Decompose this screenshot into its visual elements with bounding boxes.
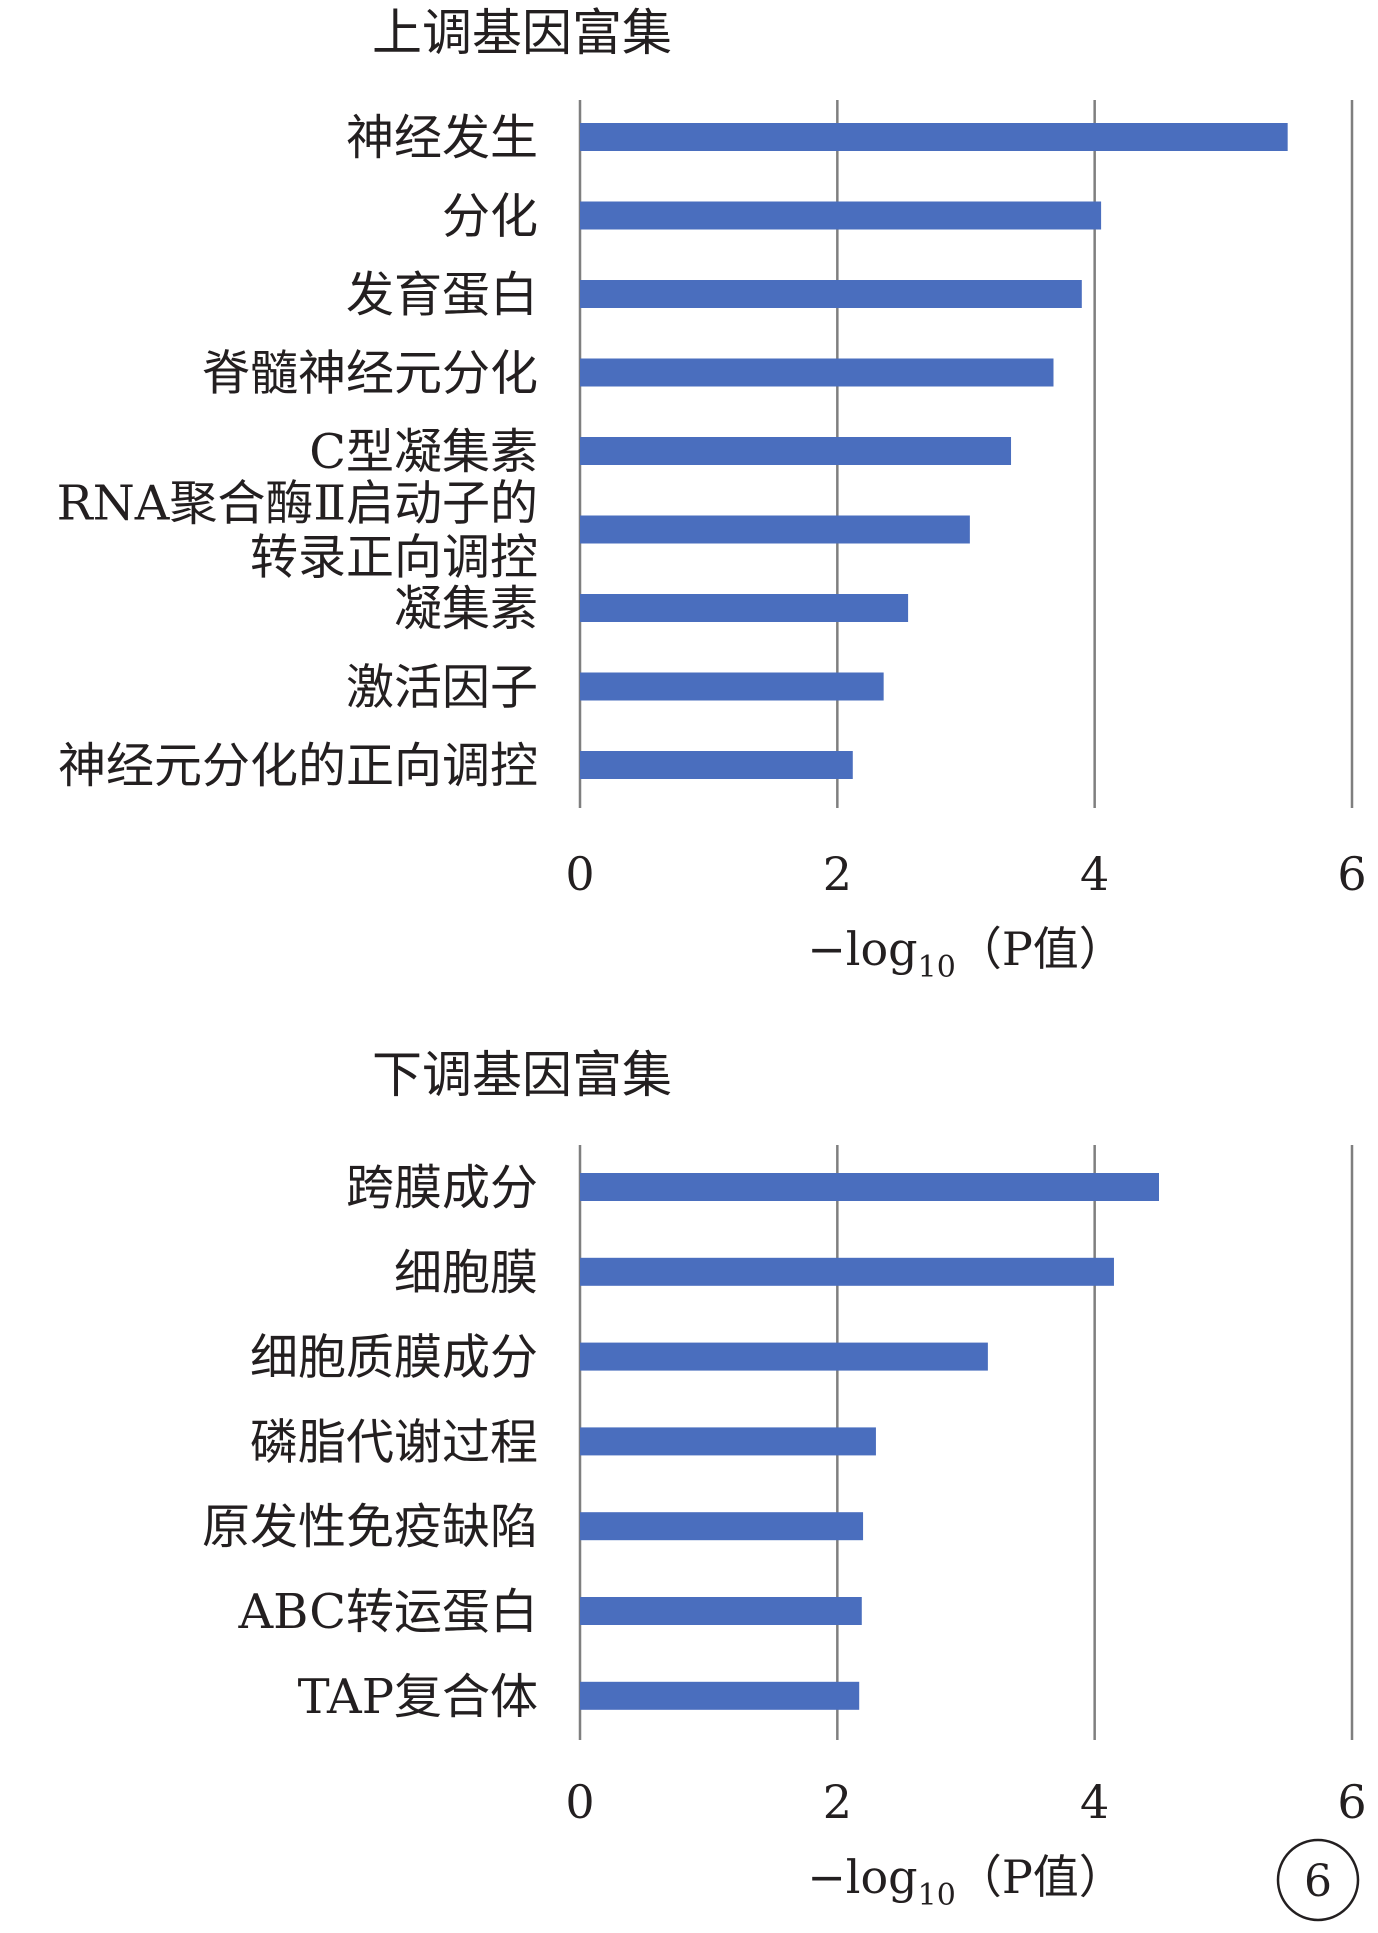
- chart-title: 上调基因富集: [372, 4, 672, 62]
- category-label-6-line-2: 转录正向调控: [250, 530, 538, 586]
- category-label-9: 神经元分化的正向调控: [58, 738, 538, 794]
- x-tick-label-6: 6: [1337, 1775, 1366, 1829]
- category-label-1: 跨膜成分: [346, 1160, 538, 1216]
- category-label-4: 磷脂代谢过程: [250, 1414, 538, 1470]
- bar-1: [580, 123, 1288, 151]
- x-tick-label-0: 0: [565, 1775, 594, 1829]
- bar-7: [580, 594, 909, 622]
- bar-2: [580, 1257, 1114, 1286]
- bar-9: [580, 751, 853, 779]
- x-axis-label-subscript: 10: [918, 1878, 956, 1913]
- chart-title: 下调基因富集: [372, 1046, 672, 1104]
- bar-2: [580, 201, 1102, 230]
- bar-3: [580, 1342, 988, 1371]
- bar-1: [580, 1173, 1159, 1201]
- x-axis-label-prefix: −log: [807, 922, 917, 976]
- x-tick-label-4: 4: [1080, 1775, 1109, 1829]
- x-axis-label-suffix: （P值）: [956, 922, 1125, 976]
- x-axis-label-subscript: 10: [918, 950, 956, 985]
- category-label-5: C型凝集素: [309, 424, 538, 480]
- x-tick-label-0: 0: [565, 847, 594, 901]
- bar-8: [580, 672, 884, 701]
- bar-4: [580, 358, 1054, 387]
- category-label-8: 激活因子: [346, 660, 538, 716]
- bar-6: [580, 1597, 862, 1625]
- category-label-3: 细胞质膜成分: [250, 1330, 538, 1386]
- x-axis-label: −log10（P值）: [807, 1850, 1125, 1913]
- category-label-3: 发育蛋白: [346, 267, 538, 323]
- x-tick-label-4: 4: [1080, 847, 1109, 901]
- category-label-2: 分化: [442, 189, 538, 245]
- x-tick-label-6: 6: [1337, 847, 1366, 901]
- panel-id-badge: 6: [1276, 1838, 1360, 1922]
- category-label-7: TAP复合体: [298, 1669, 538, 1725]
- category-label-1: 神经发生: [346, 110, 538, 166]
- x-tick-label-2: 2: [823, 847, 852, 901]
- category-label-2: 细胞膜: [394, 1245, 538, 1301]
- x-tick-label-2: 2: [823, 1775, 852, 1829]
- panel-id-circle: [1276, 1838, 1360, 1922]
- category-label-5: 原发性免疫缺陷: [202, 1499, 538, 1555]
- bar-7: [580, 1681, 860, 1710]
- x-axis-label-suffix: （P值）: [956, 1850, 1125, 1904]
- x-axis-label-prefix: −log: [807, 1850, 917, 1904]
- category-label-4: 脊髓神经元分化: [202, 346, 538, 402]
- bar-3: [580, 280, 1082, 308]
- bar-5: [580, 1512, 864, 1541]
- bar-4: [580, 1427, 876, 1456]
- category-label-6-line-1: RNA聚合酶Ⅱ启动子的: [57, 476, 538, 532]
- x-axis-label: −log10（P值）: [807, 922, 1125, 985]
- category-label-6: ABC转运蛋白: [237, 1584, 538, 1640]
- category-label-7: 凝集素: [394, 581, 538, 637]
- bar-5: [580, 437, 1012, 465]
- bar-6: [580, 515, 970, 544]
- panel-id-number: 6: [1304, 1856, 1332, 1907]
